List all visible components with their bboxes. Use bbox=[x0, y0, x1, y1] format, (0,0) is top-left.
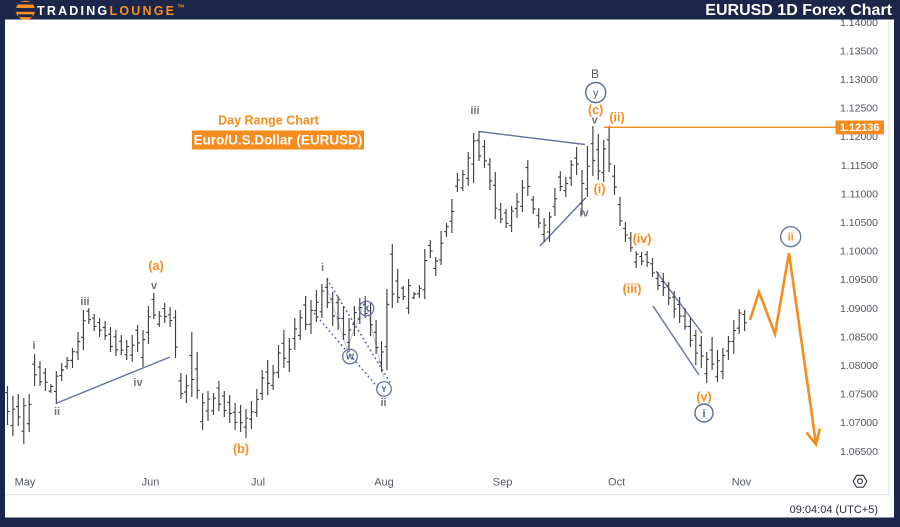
svg-text:1.10000: 1.10000 bbox=[840, 246, 878, 258]
svg-text:(a): (a) bbox=[148, 259, 163, 273]
svg-text:Sep: Sep bbox=[493, 477, 513, 489]
svg-text:(c): (c) bbox=[588, 103, 603, 117]
svg-text:1.11500: 1.11500 bbox=[841, 160, 878, 172]
svg-text:1.10500: 1.10500 bbox=[840, 217, 878, 229]
svg-text:1.09000: 1.09000 bbox=[840, 303, 878, 315]
svg-text:1.11000: 1.11000 bbox=[841, 188, 878, 200]
svg-text:i: i bbox=[321, 262, 324, 274]
svg-text:(iii): (iii) bbox=[623, 282, 642, 296]
svg-text:Day Range Chart: Day Range Chart bbox=[218, 114, 320, 128]
svg-text:09:04:04 (UTC+5): 09:04:04 (UTC+5) bbox=[790, 504, 878, 516]
svg-text:(iv): (iv) bbox=[633, 232, 652, 246]
svg-text:1.06500: 1.06500 bbox=[840, 446, 878, 458]
svg-text:1.08000: 1.08000 bbox=[840, 360, 878, 372]
svg-text:W: W bbox=[346, 352, 355, 362]
svg-text:TM: TM bbox=[178, 4, 185, 9]
svg-text:1.09500: 1.09500 bbox=[840, 274, 878, 286]
svg-text:ii: ii bbox=[54, 406, 60, 418]
svg-text:iv: iv bbox=[133, 377, 143, 389]
svg-text:EURUSD 1D Forex Chart: EURUSD 1D Forex Chart bbox=[705, 2, 892, 19]
svg-text:ii: ii bbox=[788, 232, 794, 244]
svg-text:B: B bbox=[591, 67, 599, 81]
svg-text:May: May bbox=[15, 477, 36, 489]
svg-text:ii: ii bbox=[380, 397, 386, 409]
svg-text:(b): (b) bbox=[233, 442, 249, 456]
svg-text:1.08500: 1.08500 bbox=[840, 331, 878, 343]
svg-text:Aug: Aug bbox=[374, 477, 394, 489]
svg-text:iv: iv bbox=[579, 208, 589, 220]
svg-text:1.14000: 1.14000 bbox=[840, 17, 878, 29]
svg-text:1.13500: 1.13500 bbox=[840, 45, 878, 57]
svg-text:v: v bbox=[592, 115, 599, 127]
svg-text:1.07000: 1.07000 bbox=[840, 417, 878, 429]
svg-text:(i): (i) bbox=[594, 182, 606, 196]
svg-text:Oct: Oct bbox=[608, 477, 625, 489]
svg-text:1.12136: 1.12136 bbox=[840, 122, 880, 134]
svg-text:(ii): (ii) bbox=[609, 111, 624, 125]
svg-text:Jul: Jul bbox=[251, 477, 265, 489]
svg-text:v: v bbox=[151, 280, 158, 292]
svg-text:Nov: Nov bbox=[732, 477, 752, 489]
svg-text:i: i bbox=[32, 340, 35, 352]
svg-text:X: X bbox=[364, 304, 370, 314]
svg-text:Y: Y bbox=[381, 384, 387, 394]
svg-text:1.12500: 1.12500 bbox=[840, 103, 878, 115]
svg-text:iii: iii bbox=[80, 296, 89, 308]
svg-text:1.07500: 1.07500 bbox=[840, 389, 878, 401]
svg-text:iii: iii bbox=[470, 105, 479, 117]
svg-text:LOUNGE: LOUNGE bbox=[110, 4, 177, 18]
svg-text:Euro/U.S.Dollar (EURUSD): Euro/U.S.Dollar (EURUSD) bbox=[194, 133, 363, 148]
svg-text:1.13000: 1.13000 bbox=[840, 74, 878, 86]
svg-text:Jun: Jun bbox=[142, 477, 160, 489]
svg-text:(v): (v) bbox=[696, 390, 711, 404]
svg-text:TRADING: TRADING bbox=[37, 4, 109, 18]
svg-text:i: i bbox=[702, 408, 705, 420]
svg-text:y: y bbox=[593, 88, 599, 100]
